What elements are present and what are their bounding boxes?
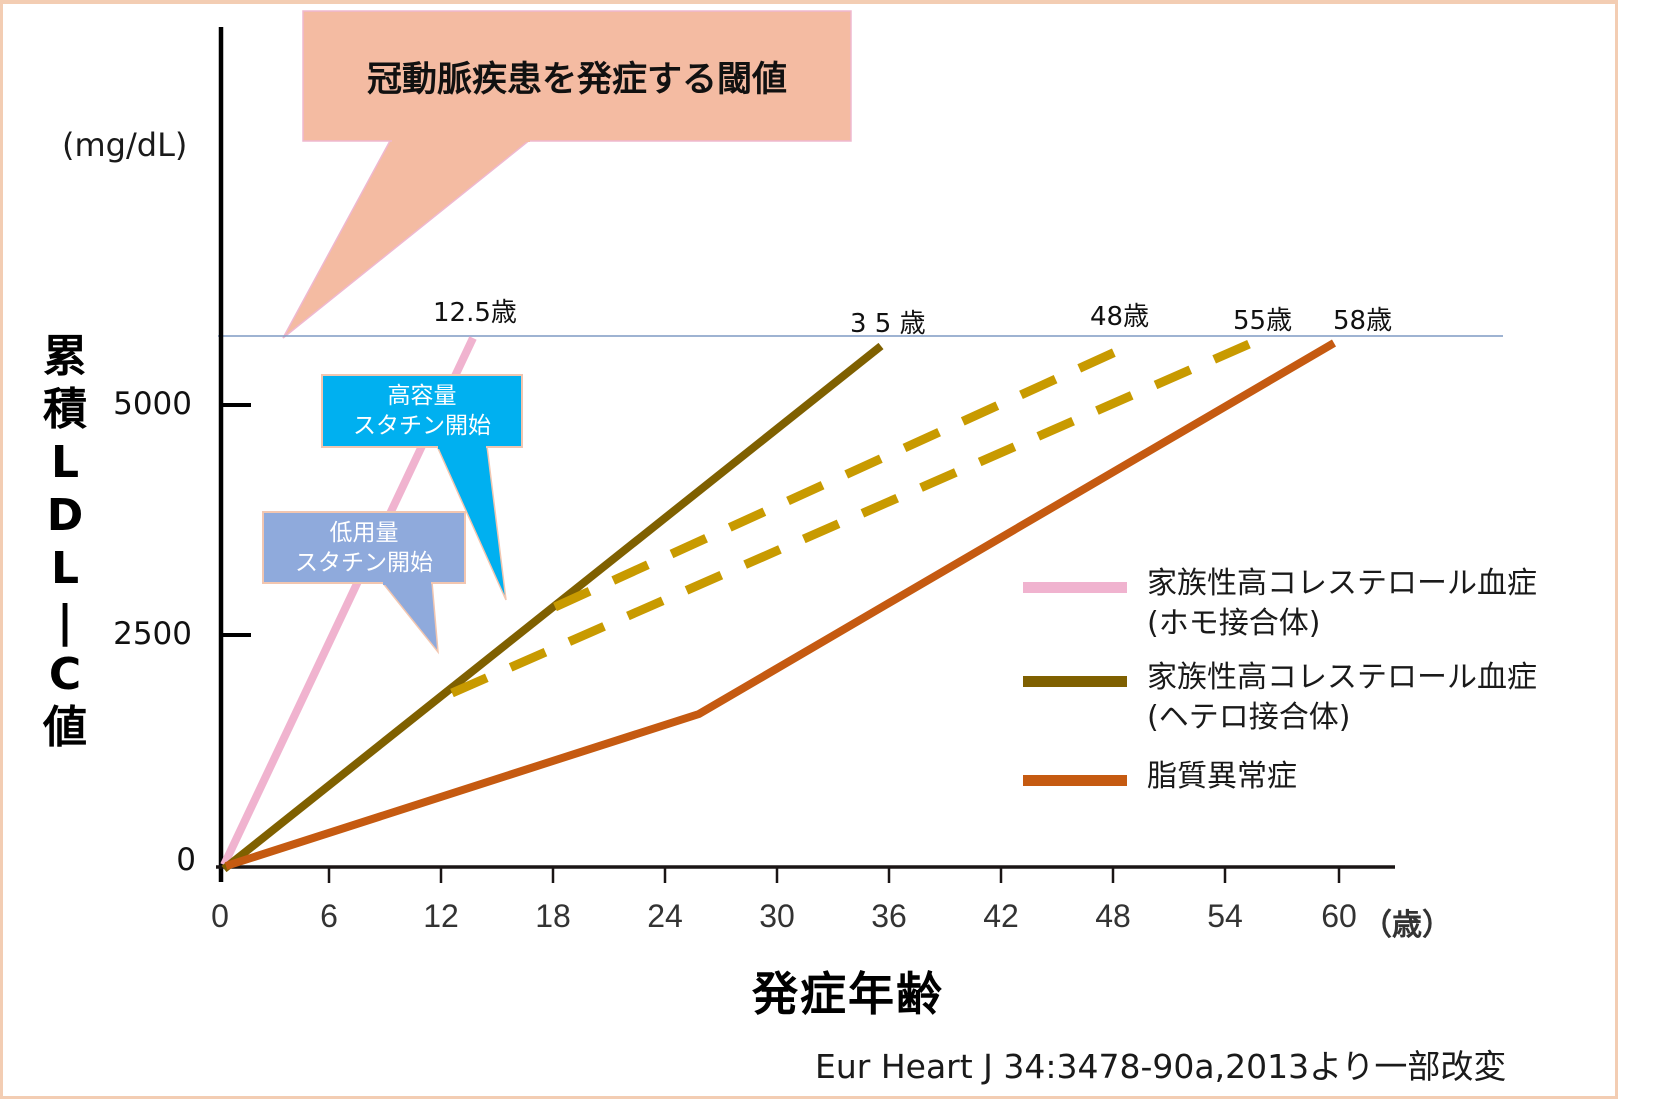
callout-line: 高容量 — [387, 383, 457, 409]
legend-item-heterozygous: 家族性高コレステロール血症 (ヘテロ接合体) — [1023, 658, 1537, 738]
x-tick-label: 30 — [759, 898, 795, 934]
onset-label-homozygous: 12.5歳 — [433, 298, 517, 328]
legend-swatch-olive — [1023, 676, 1127, 687]
x-tick-label: 48 — [1095, 898, 1131, 934]
legend-label-line: 家族性高コレステロール血症 — [1147, 660, 1537, 695]
source-citation: Eur Heart J 34:3478-90a,2013より一部改変 — [815, 1047, 1507, 1086]
legend-label-line: (ホモ接合体) — [1147, 606, 1321, 641]
series-dyslipidemia-line — [224, 339, 1337, 870]
callout-line: スタチン開始 — [295, 549, 433, 576]
y-title-char: 累 — [43, 331, 87, 382]
onset-label-dyslipidemia: 58歳 — [1333, 306, 1393, 336]
x-tick-label: 18 — [535, 898, 571, 934]
x-tick-label: 24 — [647, 898, 683, 934]
callout-line: 低用量 — [329, 519, 399, 546]
legend-item-homozygous: 家族性高コレステロール血症 (ホモ接合体) — [1023, 564, 1537, 644]
onset-label-heterozygous: 3 5 歳 — [850, 309, 926, 339]
y-title-char: 積 — [43, 384, 87, 435]
y-tick-label-0: 0 — [176, 842, 196, 878]
y-title-char: L — [50, 543, 80, 594]
x-tick-label: 0 — [211, 898, 229, 934]
low-dose-statin-callout: 低用量 スタチン開始 — [263, 512, 465, 583]
x-tick-label: 54 — [1207, 898, 1243, 934]
y-title-char: D — [46, 490, 84, 541]
y-title-char: 値 — [43, 702, 87, 753]
callout-line: スタチン開始 — [353, 413, 491, 439]
legend-label-line: 脂質異常症 — [1147, 759, 1297, 794]
high-dose-statin-callout: 高容量 スタチン開始 — [322, 375, 522, 447]
y-tick-label-5000: 5000 — [113, 386, 192, 422]
y-title-char: | — [56, 596, 74, 647]
y-title-char: L — [50, 437, 80, 488]
y-title-char: C — [48, 649, 82, 700]
series-heterozygous-line — [221, 342, 884, 873]
y-tick-label-2500: 2500 — [113, 616, 192, 652]
x-tick-label: 12 — [423, 898, 459, 934]
x-axis-title: 発症年齢 — [752, 967, 944, 1021]
y-axis-title: 累 積 L D L | C 値 — [36, 330, 94, 754]
x-tick-label: 6 — [320, 898, 338, 934]
onset-label-low-dose: 55歳 — [1233, 306, 1293, 336]
y-axis-unit: (mg/dL) — [62, 126, 188, 164]
onset-label-high-dose: 48歳 — [1090, 302, 1150, 332]
series-high-dose-dashed — [553, 343, 1126, 612]
title-callout-shape — [282, 10, 852, 339]
legend-swatch-orange — [1023, 775, 1127, 786]
x-axis-unit: （歳） — [1362, 908, 1452, 943]
low-dose-callout-shape — [262, 511, 466, 655]
legend-label-line: (ヘテロ接合体) — [1147, 700, 1351, 735]
legend-label: 家族性高コレステロール血症 (ヘテロ接合体) — [1147, 658, 1537, 738]
high-dose-callout-shape — [321, 374, 523, 601]
x-tick-label: 42 — [983, 898, 1019, 934]
legend-label-line: 家族性高コレステロール血症 — [1147, 566, 1537, 601]
legend-swatch-pink — [1023, 582, 1127, 593]
x-tick-label: 60 — [1321, 898, 1357, 934]
legend-label: 脂質異常症 — [1147, 757, 1297, 797]
series-low-dose-dashed — [450, 336, 1258, 698]
x-tick-label: 36 — [871, 898, 907, 934]
legend-label: 家族性高コレステロール血症 (ホモ接合体) — [1147, 564, 1537, 644]
legend-item-dyslipidemia: 脂質異常症 — [1023, 757, 1297, 797]
x-ticks — [327, 867, 1341, 883]
threshold-callout-title: 冠動脈疾患を発症する閾値 — [366, 59, 787, 100]
